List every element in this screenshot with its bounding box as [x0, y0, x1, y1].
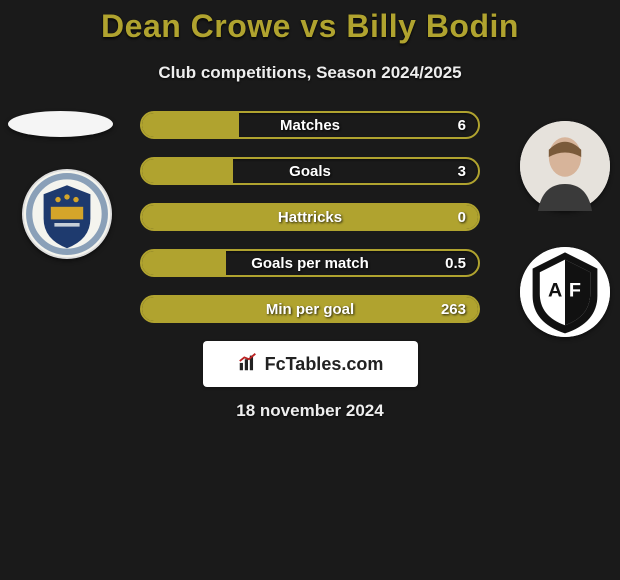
stat-row: Min per goal 263 — [140, 295, 480, 323]
stat-fill — [142, 113, 239, 137]
club-right-crest: A F — [520, 247, 610, 337]
brand-badge: FcTables.com — [203, 341, 418, 387]
stat-fill — [142, 159, 233, 183]
player-left-photo — [8, 111, 113, 137]
brand-text: FcTables.com — [265, 354, 384, 375]
date-line: 18 november 2024 — [0, 401, 620, 421]
stat-value: 6 — [458, 117, 466, 134]
stat-label: Goals — [289, 163, 331, 180]
club-left-crest — [22, 169, 112, 259]
stat-value: 3 — [458, 163, 466, 180]
stat-row: Matches 6 — [140, 111, 480, 139]
stat-value: 0 — [458, 209, 466, 226]
comparison-card: Dean Crowe vs Billy Bodin Club competiti… — [0, 0, 620, 421]
player-right-photo — [520, 121, 610, 211]
stat-label: Matches — [280, 117, 340, 134]
svg-text:A: A — [548, 280, 562, 302]
stat-row: Goals per match 0.5 — [140, 249, 480, 277]
stat-label: Hattricks — [278, 209, 342, 226]
svg-text:F: F — [569, 280, 581, 302]
stat-label: Min per goal — [266, 301, 354, 318]
chart-icon — [237, 351, 259, 378]
page-title: Dean Crowe vs Billy Bodin — [0, 8, 620, 45]
stat-row: Goals 3 — [140, 157, 480, 185]
stat-fill — [142, 251, 226, 275]
stat-row: Hattricks 0 — [140, 203, 480, 231]
stat-label: Goals per match — [251, 255, 369, 272]
subtitle: Club competitions, Season 2024/2025 — [0, 63, 620, 83]
stat-value: 263 — [441, 301, 466, 318]
stats-area: A F Matches 6 Goals 3 Hattricks 0 Goals per ma… — [0, 111, 620, 323]
stat-value: 0.5 — [445, 255, 466, 272]
